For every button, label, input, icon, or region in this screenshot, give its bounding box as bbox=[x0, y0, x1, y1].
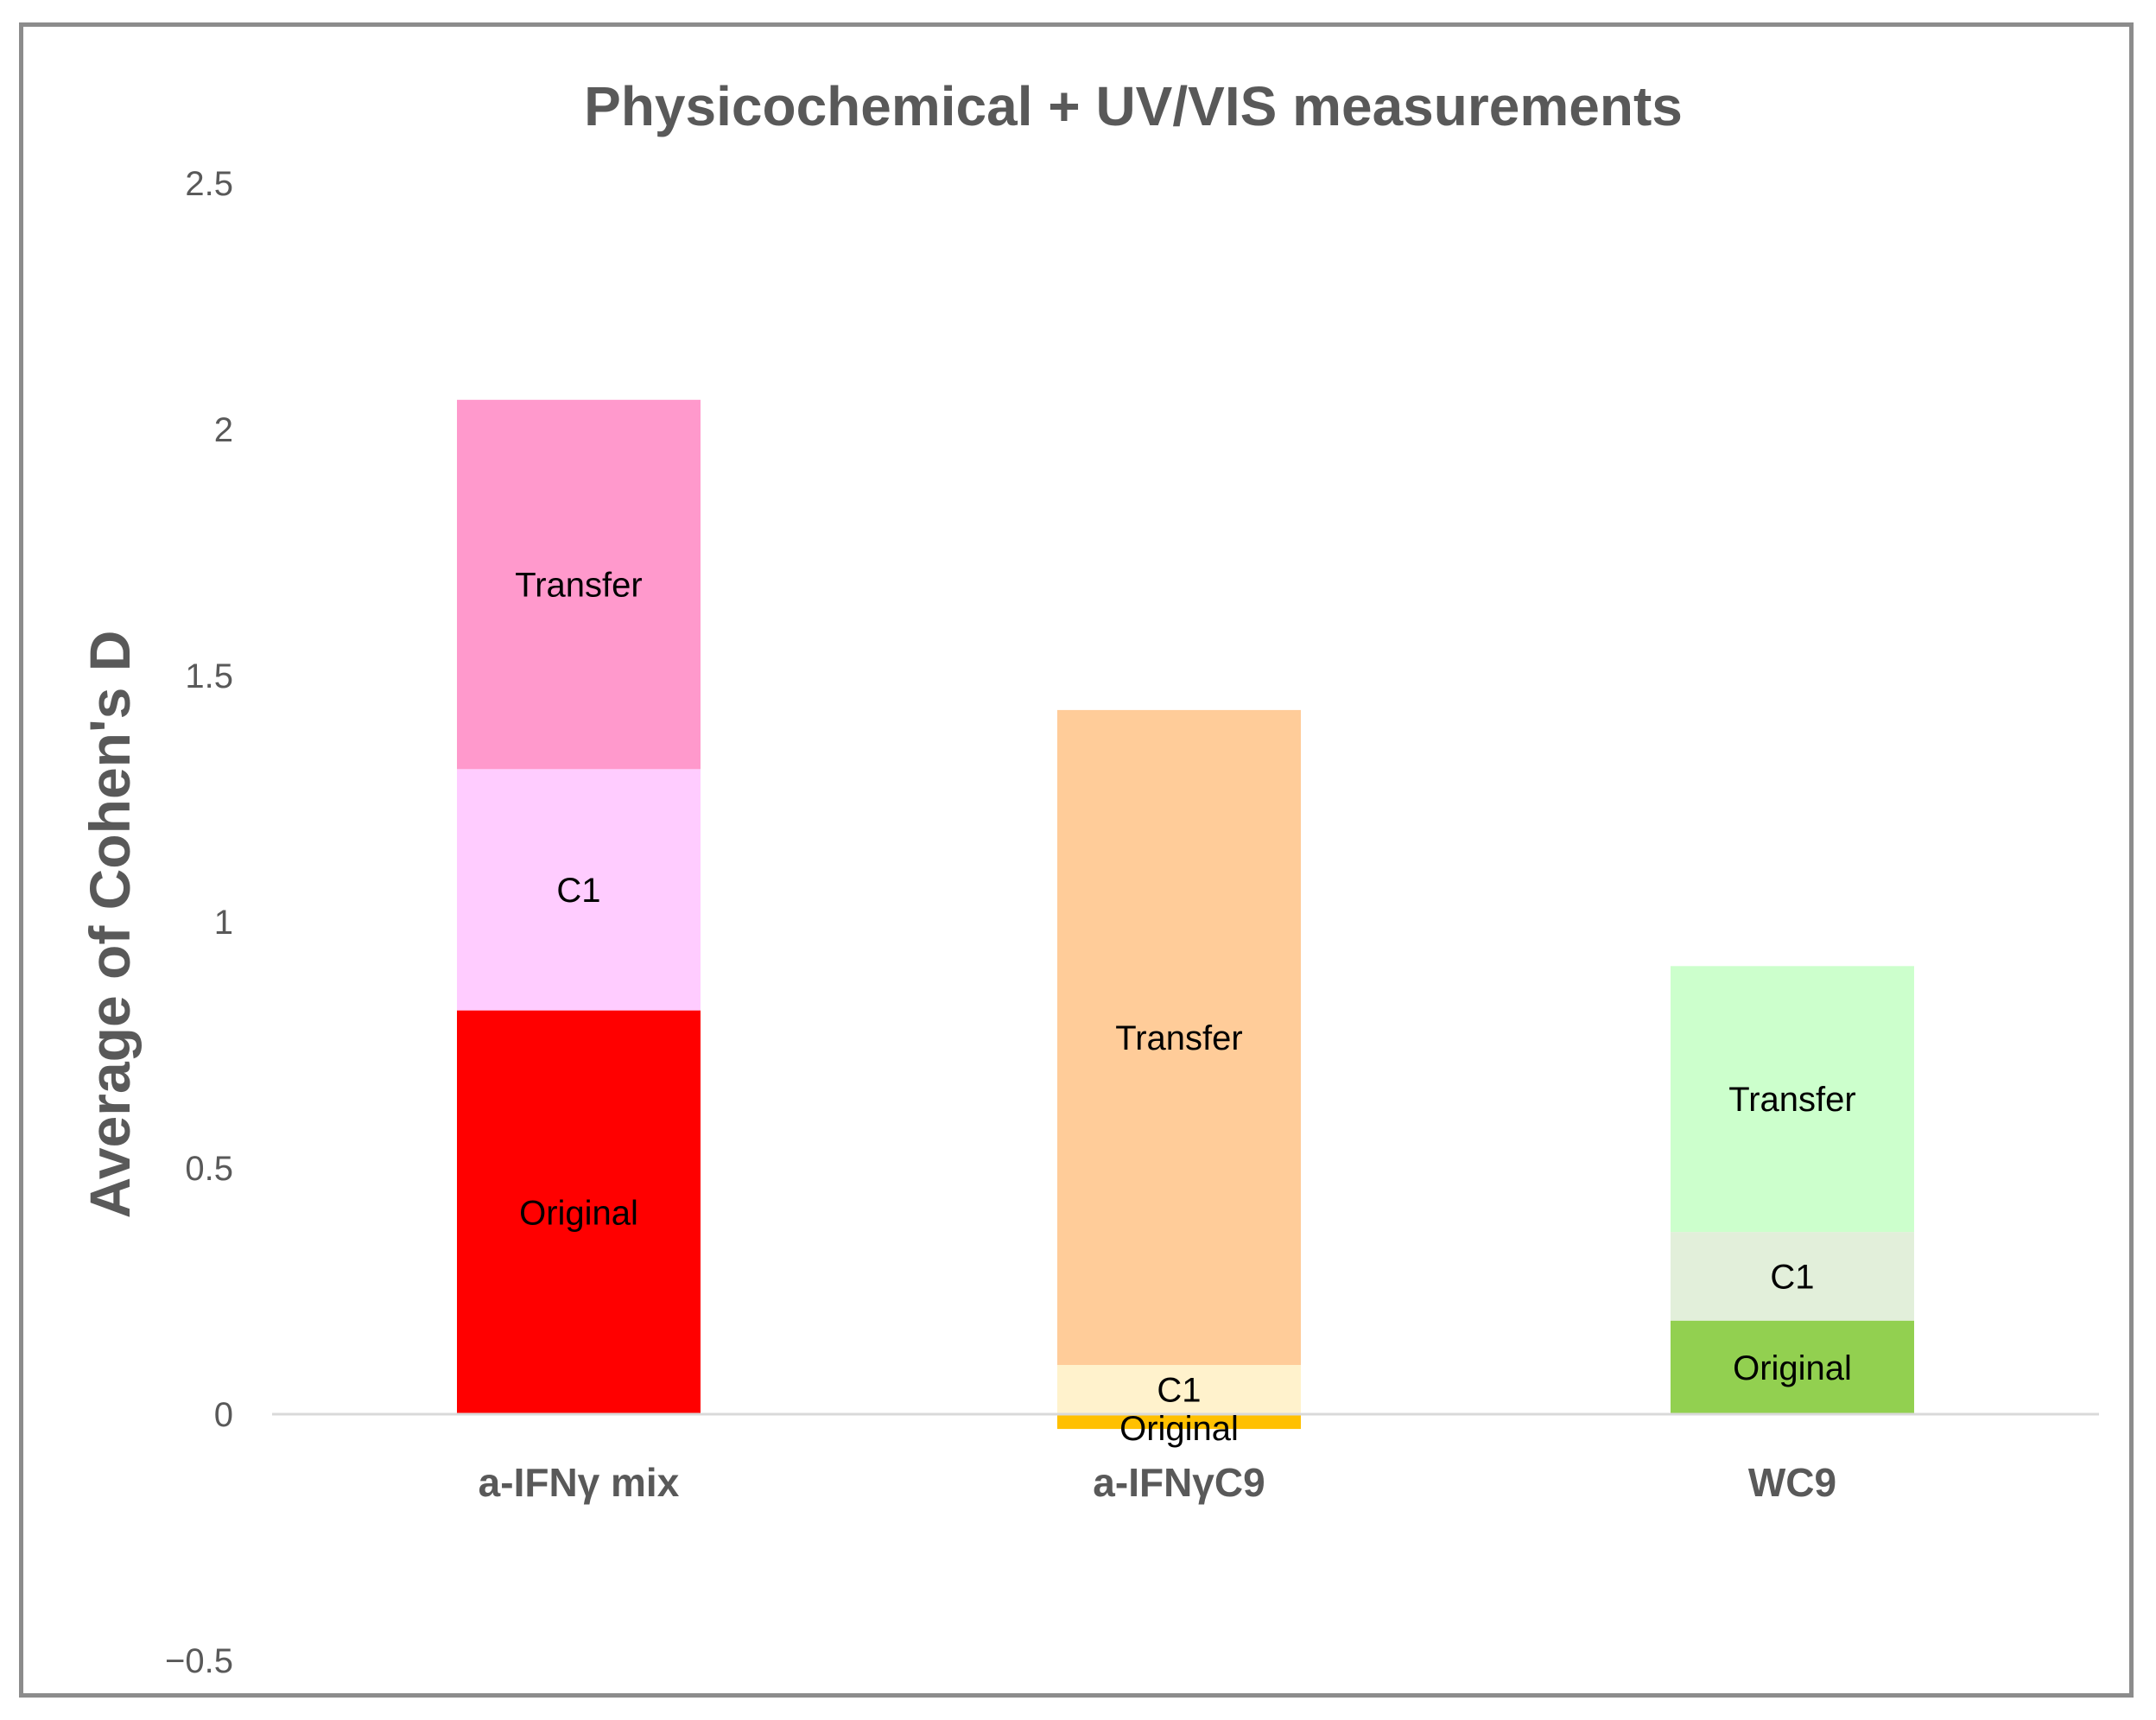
bars-group bbox=[457, 399, 1914, 1430]
bar-segment-original bbox=[1057, 1414, 1301, 1430]
y-tick-label: −0.5 bbox=[165, 1642, 233, 1680]
x-category-label: WC9 bbox=[1748, 1460, 1836, 1505]
y-tick-label: 2 bbox=[214, 411, 233, 449]
bar-segment-c1 bbox=[1671, 1232, 1914, 1321]
segment-labels: OriginalC1TransferOriginalC1TransferOrig… bbox=[515, 567, 1855, 1448]
x-category-label: a-IFNγ mix bbox=[479, 1460, 680, 1505]
x-category-label: a-IFNγC9 bbox=[1093, 1460, 1265, 1505]
segment-label: Transfer bbox=[515, 567, 642, 605]
y-tick-label: 2.5 bbox=[185, 165, 233, 203]
y-axis-label: Average of Cohen's D bbox=[78, 631, 142, 1219]
bar-segment-c1 bbox=[457, 769, 701, 1011]
segment-label: Original bbox=[1119, 1410, 1239, 1448]
segment-label: Original bbox=[1733, 1349, 1852, 1387]
y-axis-ticks: −0.5 0 0.5 1 1.5 2 2.5 bbox=[165, 165, 233, 1680]
bar-segment-transfer bbox=[457, 399, 701, 770]
segment-label: Original bbox=[519, 1194, 638, 1232]
segment-label: C1 bbox=[1157, 1372, 1201, 1410]
bar-segment-original bbox=[457, 1010, 701, 1414]
chart-title: Physicochemical + UV/VIS measurements bbox=[584, 75, 1683, 137]
segment-label: Transfer bbox=[1115, 1019, 1242, 1057]
y-tick-label: 1.5 bbox=[185, 657, 233, 695]
y-tick-label: 1 bbox=[214, 904, 233, 942]
bar-segment-transfer bbox=[1671, 966, 1914, 1233]
bar-segment-original bbox=[1671, 1320, 1914, 1414]
y-tick-label: 0.5 bbox=[185, 1150, 233, 1188]
bar-segment-transfer bbox=[1057, 709, 1301, 1365]
category-labels: a-IFNγ mix a-IFNγC9 WC9 bbox=[479, 1460, 1836, 1505]
segment-label: Transfer bbox=[1728, 1081, 1855, 1119]
y-tick-label: 0 bbox=[214, 1396, 233, 1434]
bar-segment-c1 bbox=[1057, 1365, 1301, 1414]
segment-label: C1 bbox=[1770, 1258, 1814, 1296]
segment-label: C1 bbox=[556, 872, 600, 910]
